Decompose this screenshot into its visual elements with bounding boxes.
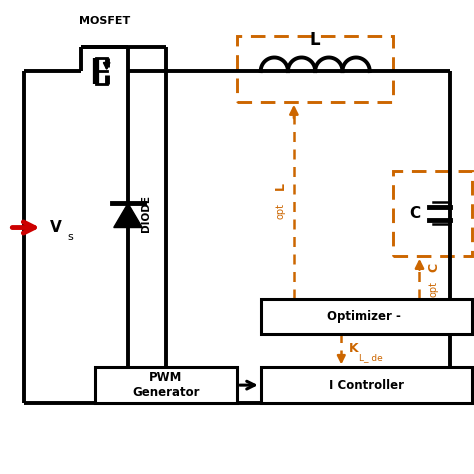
Text: L_ de: L_ de [359, 353, 383, 362]
Text: C: C [409, 206, 420, 221]
Text: L: L [310, 31, 320, 49]
Text: DIODE: DIODE [141, 195, 151, 232]
Text: MOSFET: MOSFET [79, 16, 130, 27]
Text: K: K [348, 342, 358, 355]
Text: PWM
Generator: PWM Generator [132, 371, 200, 399]
Bar [95, 367, 237, 403]
Bar [237, 36, 393, 102]
Text: s: s [67, 232, 73, 242]
Text: opt: opt [428, 281, 439, 297]
Text: L: L [274, 182, 287, 190]
Bar [261, 299, 472, 334]
Polygon shape [114, 203, 142, 228]
Text: I Controller: I Controller [328, 379, 404, 392]
Text: C: C [427, 263, 440, 273]
Bar [261, 367, 472, 403]
Text: Optimizer -: Optimizer - [327, 310, 405, 323]
Bar [393, 171, 472, 256]
Text: V: V [50, 220, 62, 235]
Text: opt: opt [275, 203, 286, 219]
